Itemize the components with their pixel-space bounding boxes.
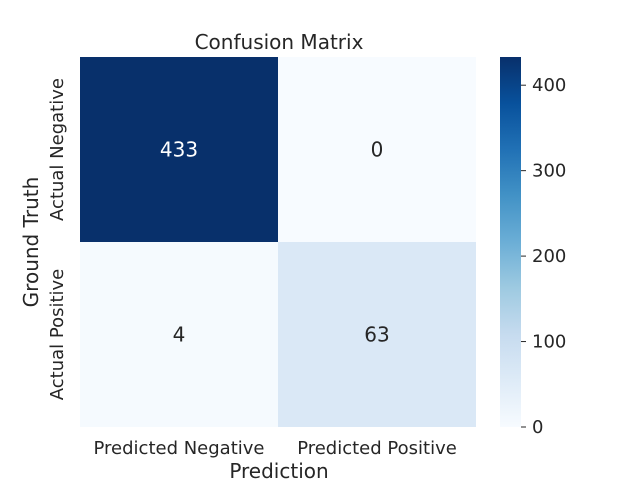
chart-title: Confusion Matrix [195, 30, 364, 54]
x-axis-label: Prediction [229, 459, 328, 480]
cell-annotation: 63 [364, 323, 389, 347]
y-tick-label: Actual Negative [47, 78, 68, 221]
colorbar [500, 57, 521, 427]
y-axis-label: Ground Truth [19, 177, 43, 308]
x-tick-labels: Predicted Negative Predicted Positive [94, 438, 457, 459]
y-tick-labels: Actual Negative Actual Positive [47, 78, 68, 400]
colorbar-tick-label: 0 [532, 417, 543, 438]
heatmap-cell [80, 57, 278, 242]
x-tick-label: Predicted Negative [94, 438, 265, 459]
colorbar-tick-label: 300 [532, 161, 566, 182]
colorbar-ticks: 0 100 200 300 400 [521, 75, 566, 438]
cell-annotation: 0 [371, 138, 384, 162]
heatmap-cell [80, 242, 278, 427]
cell-annotation: 4 [173, 323, 186, 347]
y-tick-label: Actual Positive [47, 269, 68, 401]
cell-annotation: 433 [160, 138, 198, 162]
colorbar-tick-label: 200 [532, 246, 566, 267]
x-tick-label: Predicted Positive [297, 438, 457, 459]
heatmap-cells [80, 57, 476, 427]
cell-annotations: 433 0 4 63 [160, 138, 390, 347]
colorbar-tick-label: 400 [532, 75, 566, 96]
colorbar-tick-label: 100 [532, 332, 566, 353]
heatmap-cell [278, 57, 476, 242]
heatmap-cell [278, 242, 476, 427]
